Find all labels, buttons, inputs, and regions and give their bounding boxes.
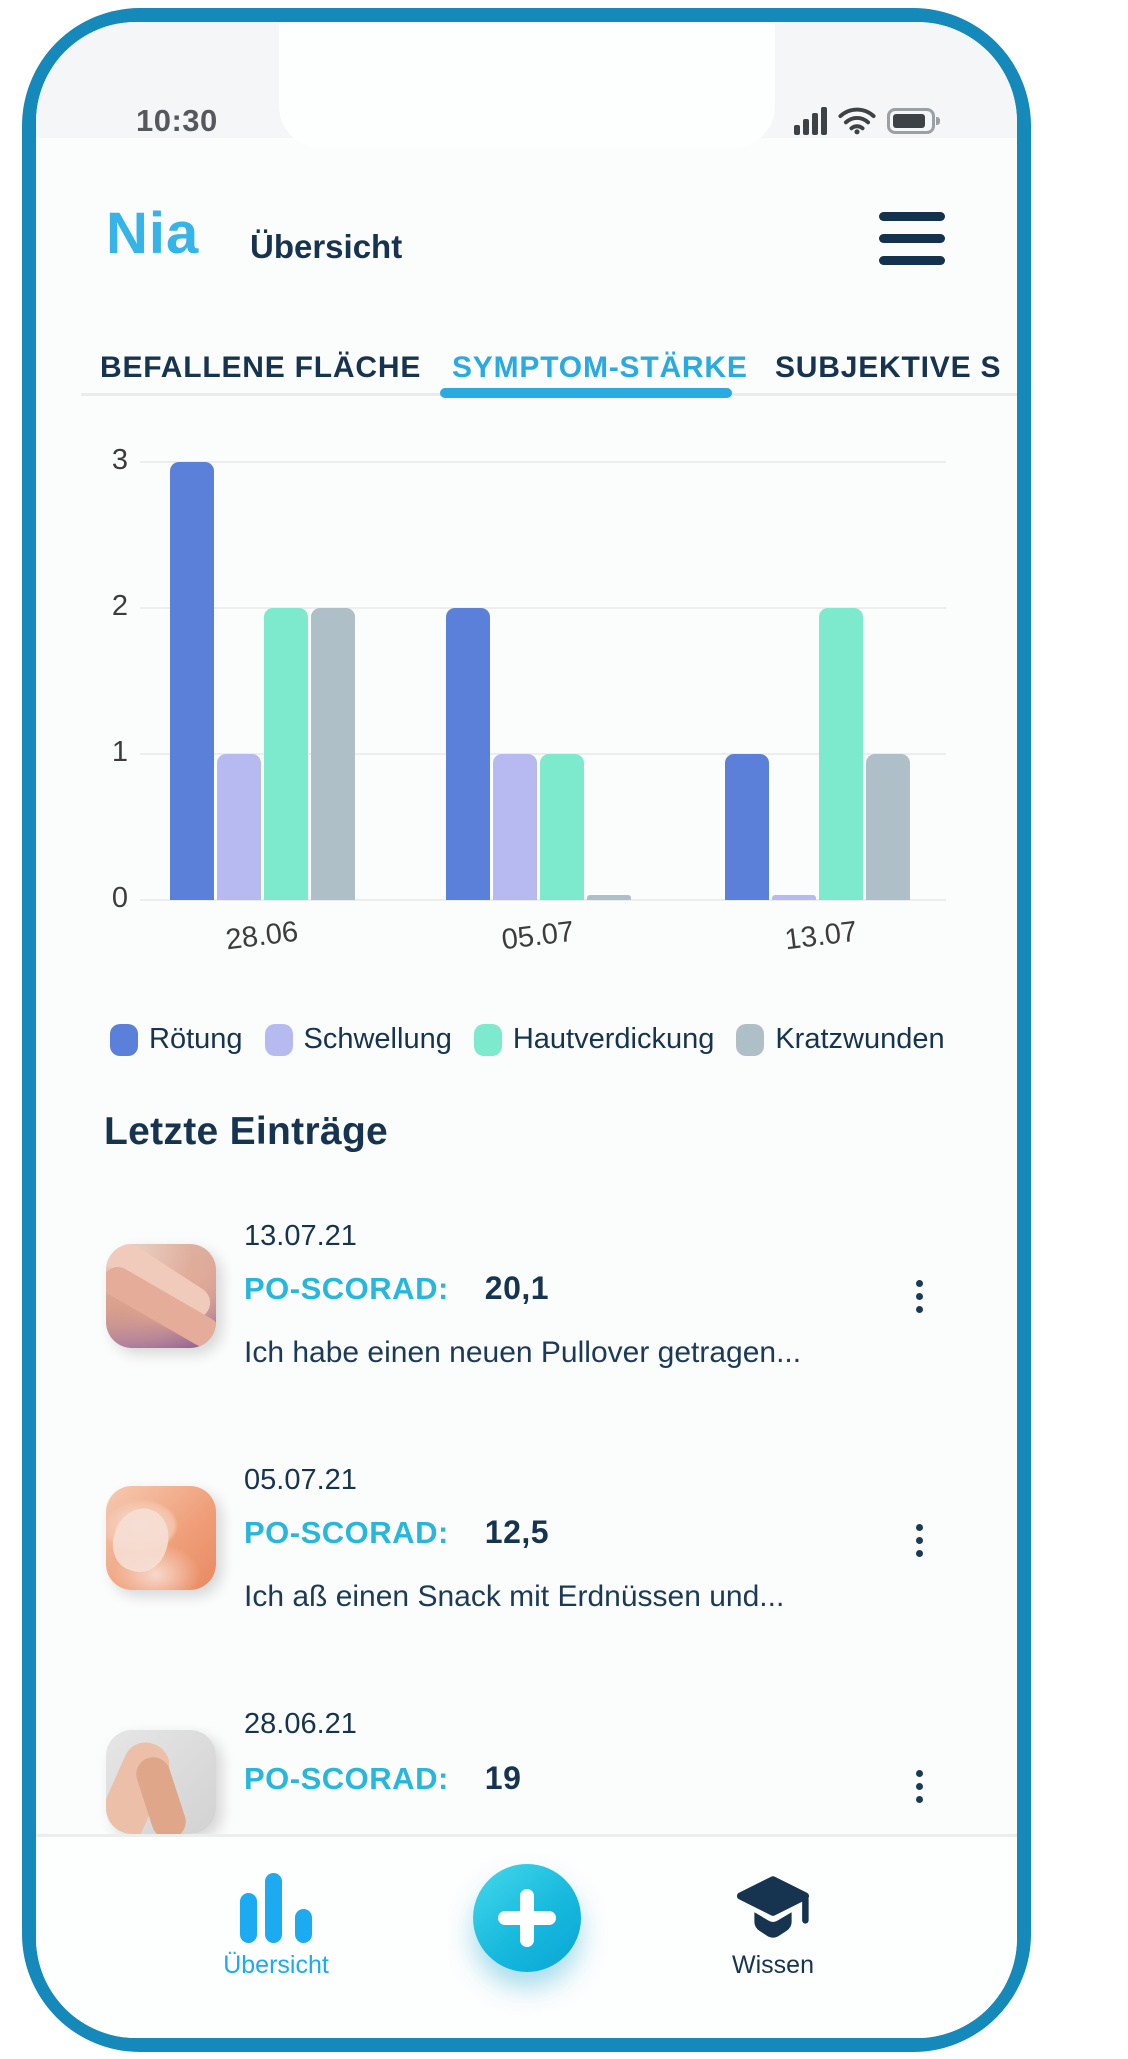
bar-kratzwunden-13.07: [866, 754, 910, 900]
app-logo: Nia: [106, 201, 200, 266]
legend-label: Hautverdickung: [512, 1023, 715, 1055]
entry-photo[interactable]: [106, 1730, 216, 1834]
bar-rötung-05.07: [446, 608, 490, 900]
bar-kratzwunden-05.07: [587, 895, 631, 900]
entry-date: 13.07.21: [244, 1220, 357, 1252]
graduation-cap-icon: [736, 1876, 810, 1938]
legend-swatch: [110, 1023, 138, 1056]
add-entry-button[interactable]: [473, 1864, 581, 1972]
nav-item-wissen[interactable]: Wissen: [713, 1875, 833, 1985]
bar-schwellung-28.06: [217, 754, 261, 900]
status-time: 10:30: [136, 103, 218, 138]
entry-kebab-button[interactable]: [901, 1268, 937, 1324]
phone-frame: 10:30 Nia Übersicht BEFALLENE: [22, 8, 1031, 2052]
legend-label: Kratzwunden: [775, 1023, 945, 1055]
entry-date: 28.06.21: [244, 1708, 357, 1740]
legend-label: Schwellung: [303, 1023, 452, 1055]
gridline-0: [140, 899, 946, 901]
nav-item-uebersicht[interactable]: Übersicht: [216, 1873, 336, 1983]
gridline-1: [140, 753, 946, 755]
legend-item: Hautverdickung: [473, 1023, 715, 1056]
bar-hautverdickung-28.06: [264, 608, 308, 900]
section-title: Letzte Einträge: [104, 1110, 389, 1153]
page-title: Übersicht: [250, 228, 403, 265]
legend-swatch: [736, 1023, 765, 1056]
bar-hautverdickung-05.07: [540, 754, 584, 900]
nav-label: Wissen: [732, 1951, 814, 1979]
bar-schwellung-13.07: [772, 895, 816, 900]
bar-rötung-28.06: [170, 462, 214, 900]
tab-symptom-staerke[interactable]: SYMPTOM-STÄRKE: [452, 351, 748, 384]
bar-schwellung-05.07: [493, 754, 537, 900]
status-bar: [36, 22, 1017, 148]
nav-label: Übersicht: [223, 1951, 329, 1979]
y-tick-1: 1: [111, 736, 128, 768]
entry-photo[interactable]: [106, 1486, 216, 1590]
entry-score-label: PO-SCORAD:: [244, 1515, 449, 1550]
entry-score-value: 20,1: [484, 1270, 550, 1306]
bar-rötung-13.07: [725, 754, 769, 900]
entry-score-label: PO-SCORAD:: [244, 1761, 449, 1796]
legend-swatch: [264, 1023, 293, 1056]
x-label-28.06: 28.06: [223, 915, 300, 957]
gridline-3: [140, 461, 946, 463]
y-tick-0: 0: [111, 882, 128, 914]
bar-hautverdickung-13.07: [819, 608, 863, 900]
menu-button[interactable]: [879, 212, 945, 266]
gridline-2: [140, 607, 946, 609]
y-tick-3: 3: [111, 444, 128, 476]
legend-item: Kratzwunden: [736, 1023, 945, 1056]
x-label-05.07: 05.07: [499, 915, 576, 957]
entry-description: Ich aß einen Snack mit Erdnüssen und...: [244, 1580, 785, 1613]
entry-score-value: 19: [484, 1760, 522, 1796]
entry-kebab-button[interactable]: [901, 1512, 937, 1568]
legend-swatch: [473, 1023, 502, 1056]
entry-description: Ich habe einen neuen Pullover getragen..…: [244, 1336, 802, 1369]
entry-date: 05.07.21: [244, 1464, 357, 1496]
legend-label: Rötung: [149, 1023, 243, 1055]
bar-kratzwunden-28.06: [311, 608, 355, 900]
entry-kebab-button[interactable]: [901, 1758, 937, 1814]
phone-notch: [278, 22, 775, 148]
bottom-nav: Übersicht Wissen: [36, 1834, 1017, 2038]
y-tick-2: 2: [111, 590, 128, 622]
status-icons: [794, 105, 940, 135]
signal-icon: [794, 107, 827, 135]
active-tab-underline: [440, 388, 732, 398]
x-label-13.07: 13.07: [782, 915, 859, 957]
battery-icon: [887, 108, 940, 134]
chart-legend: Rötung Schwellung Hautverdickung Kratzwunde…: [110, 1023, 945, 1056]
legend-item: Rötung: [110, 1023, 243, 1056]
entry-photo[interactable]: [106, 1244, 216, 1348]
app-screen: 10:30 Nia Übersicht BEFALLENE: [36, 22, 1017, 2038]
entry-score-value: 12,5: [484, 1514, 550, 1550]
tab-subjektive[interactable]: SUBJEKTIVE S: [775, 351, 1002, 384]
tab-befallene-flaeche[interactable]: BEFALLENE FLÄCHE: [100, 351, 422, 384]
wifi-icon: [838, 107, 876, 135]
legend-item: Schwellung: [264, 1023, 452, 1056]
entry-score-label: PO-SCORAD:: [244, 1271, 449, 1306]
symptom-bar-chart: 0 1 2 3 28.06 05.07 13.07: [36, 22, 1017, 2038]
